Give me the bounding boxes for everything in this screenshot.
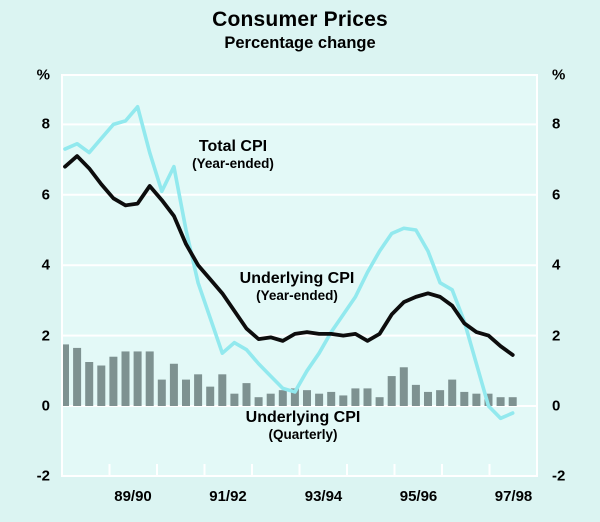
- y-tick-label-right: -2: [552, 467, 566, 485]
- y-axis-unit-left: %: [36, 66, 50, 84]
- quarterly-bar: [145, 351, 154, 406]
- quarterly-bar: [206, 386, 215, 406]
- y-tick-label-left: 0: [41, 397, 50, 415]
- y-tick-label-right: 0: [552, 397, 561, 415]
- quarterly-bar: [169, 363, 178, 406]
- quarterly-bar: [109, 356, 118, 406]
- annotation-underlying-cpi-quarterly: Underlying CPI (Quarterly): [246, 409, 361, 443]
- quarterly-bar: [290, 388, 299, 406]
- quarterly-bar: [303, 390, 311, 406]
- quarterly-bar: [242, 383, 251, 406]
- y-tick-label-right: 6: [552, 186, 561, 204]
- x-tick-label: 93/94: [304, 488, 343, 505]
- quarterly-bar: [218, 374, 227, 406]
- quarterly-bar: [351, 388, 360, 406]
- x-tick-label: 95/96: [399, 488, 438, 505]
- annotation-underlying-cpi-year-ended: Underlying CPI (Year-ended): [240, 270, 355, 304]
- quarterly-bar: [424, 391, 432, 406]
- y-tick-label-right: 2: [552, 327, 561, 345]
- quarterly-bar: [278, 390, 287, 406]
- y-tick-label-left: 2: [41, 327, 50, 345]
- quarterly-bar: [194, 374, 203, 406]
- quarterly-bar: [387, 376, 396, 406]
- quarterly-bar: [133, 351, 142, 406]
- annotation-total-cpi-label: Total CPI: [198, 138, 268, 155]
- annotation-total-cpi-sublabel: (Year-ended): [192, 156, 274, 171]
- quarterly-bar: [327, 391, 336, 406]
- quarterly-bar: [460, 391, 469, 406]
- quarterly-bar: [85, 362, 94, 406]
- quarterly-bar: [121, 351, 130, 406]
- quarterly-bar: [375, 397, 384, 406]
- quarterly-bar: [496, 397, 505, 406]
- y-tick-label-right: 4: [552, 256, 561, 274]
- quarterly-bar: [472, 393, 481, 406]
- x-tick-label: 91/92: [209, 488, 247, 505]
- annotation-underlying-cpi-year-ended-label: Underlying CPI: [239, 270, 355, 287]
- plot-area: [62, 75, 537, 476]
- quarterly-bar: [339, 395, 348, 406]
- annotation-total-cpi: Total CPI (Year-ended): [192, 138, 274, 172]
- quarterly-bar: [508, 397, 517, 406]
- plot-border: [61, 74, 538, 477]
- annotation-underlying-cpi-quarterly-label: Underlying CPI: [245, 409, 361, 426]
- underlying-cpi-line: [63, 154, 515, 357]
- quarterly-bar: [436, 390, 445, 406]
- quarterly-bar: [230, 393, 239, 406]
- y-axis-unit-right: %: [552, 66, 566, 84]
- quarterly-bar: [97, 365, 106, 406]
- quarterly-bar: [399, 367, 408, 406]
- quarterly-bar: [73, 347, 82, 406]
- y-tick-label-right: 8: [552, 115, 561, 133]
- quarterly-bar: [448, 379, 457, 406]
- quarterly-bar: [411, 384, 420, 406]
- quarterly-bar: [182, 379, 190, 406]
- y-tick-label-left: 4: [41, 256, 50, 274]
- quarterly-bar: [61, 344, 69, 406]
- chart-title: Consumer Prices: [212, 8, 388, 31]
- quarterly-bar: [315, 393, 324, 406]
- quarterly-bar: [157, 379, 166, 406]
- y-tick-label-left: 8: [41, 115, 50, 133]
- y-tick-label-left: 6: [41, 186, 50, 204]
- quarterly-bar: [254, 397, 263, 406]
- annotation-underlying-cpi-quarterly-sublabel: (Quarterly): [268, 427, 338, 442]
- quarterly-bar: [266, 393, 275, 406]
- total-cpi-line: [63, 105, 515, 421]
- y-tick-label-left: -2: [36, 467, 50, 485]
- annotation-underlying-cpi-year-ended-sublabel: (Year-ended): [256, 288, 338, 303]
- x-tick-label: 97/98: [494, 488, 533, 505]
- x-tick-label: 89/90: [114, 488, 152, 505]
- quarterly-bar: [363, 388, 372, 406]
- chart-subtitle: Percentage change: [224, 34, 376, 52]
